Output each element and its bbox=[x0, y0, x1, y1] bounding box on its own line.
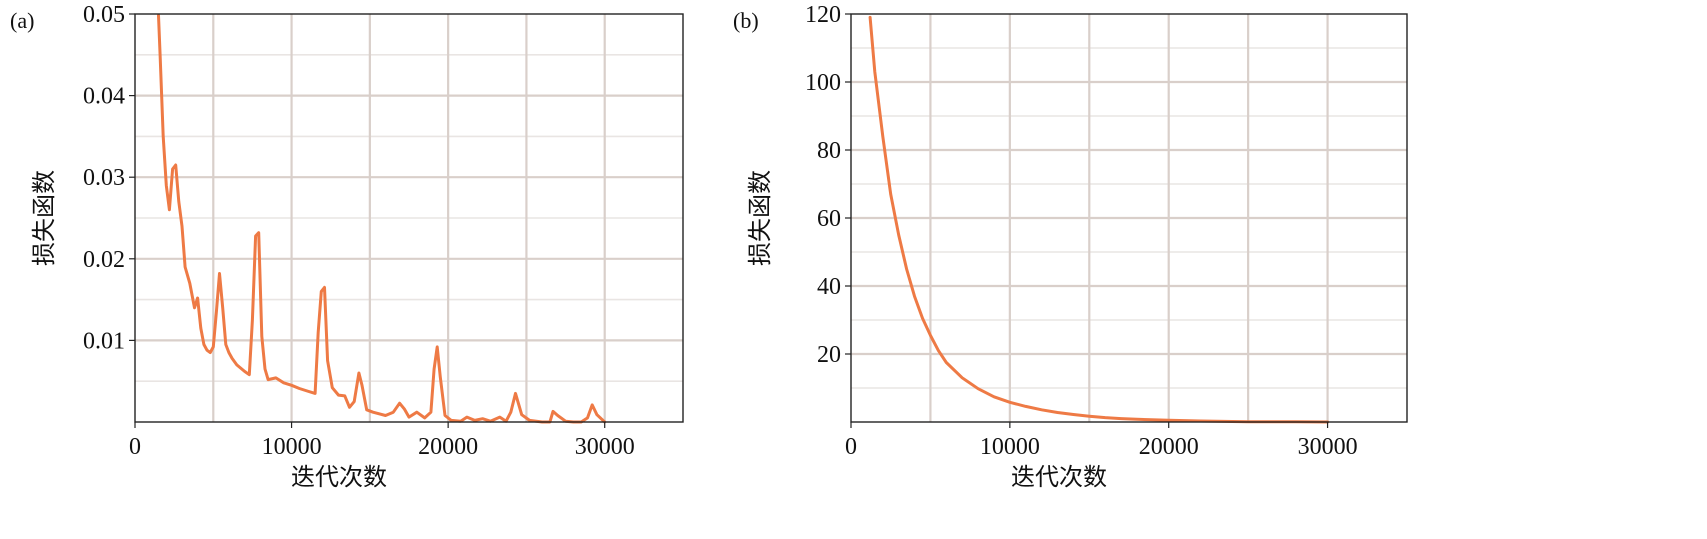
y-tick-label: 0.04 bbox=[83, 84, 125, 110]
y-axis-title: 损失函数 bbox=[746, 170, 774, 266]
plot-frame bbox=[134, 13, 684, 423]
grid bbox=[135, 14, 683, 422]
y-tick-label: 0.05 bbox=[83, 2, 125, 28]
y-tick-label: 40 bbox=[817, 274, 841, 300]
loss-series-line bbox=[868, 15, 1330, 424]
y-axis-title: 损失函数 bbox=[30, 170, 58, 266]
y-tick-label: 0.02 bbox=[83, 247, 125, 273]
panel-b-loss-chart: 0 10000 20000 30000 20 40 60 80 100 120 迭代次数 损失函数 (b… bbox=[733, 2, 1408, 491]
x-tick-label: 30000 bbox=[1298, 434, 1358, 460]
x-tick-label: 0 bbox=[845, 434, 857, 460]
grid bbox=[851, 14, 1407, 422]
x-tick-label: 10000 bbox=[980, 434, 1040, 460]
panel-label: (b) bbox=[733, 8, 759, 33]
y-tick-label: 100 bbox=[805, 70, 841, 96]
y-tick-label: 0.01 bbox=[83, 328, 125, 354]
x-tick-label: 20000 bbox=[418, 434, 478, 460]
y-tick-label: 120 bbox=[805, 2, 841, 28]
panel-a-loss-chart: 0 10000 20000 30000 0.01 0.02 0.03 0.04 0.05 迭代次数… bbox=[10, 2, 684, 491]
x-tick-label: 0 bbox=[129, 434, 141, 460]
x-tick-label: 10000 bbox=[262, 434, 322, 460]
x-axis-title: 迭代次数 bbox=[1011, 463, 1107, 491]
x-tick-label: 30000 bbox=[575, 434, 635, 460]
loss-series-line bbox=[157, 14, 607, 424]
x-axis-title: 迭代次数 bbox=[291, 463, 387, 491]
y-tick-label: 20 bbox=[817, 342, 841, 368]
panel-label: (a) bbox=[10, 8, 34, 33]
x-tick-label: 20000 bbox=[1139, 434, 1199, 460]
y-tick-label: 60 bbox=[817, 206, 841, 232]
y-tick-label: 80 bbox=[817, 138, 841, 164]
y-tick-label: 0.03 bbox=[83, 165, 125, 191]
